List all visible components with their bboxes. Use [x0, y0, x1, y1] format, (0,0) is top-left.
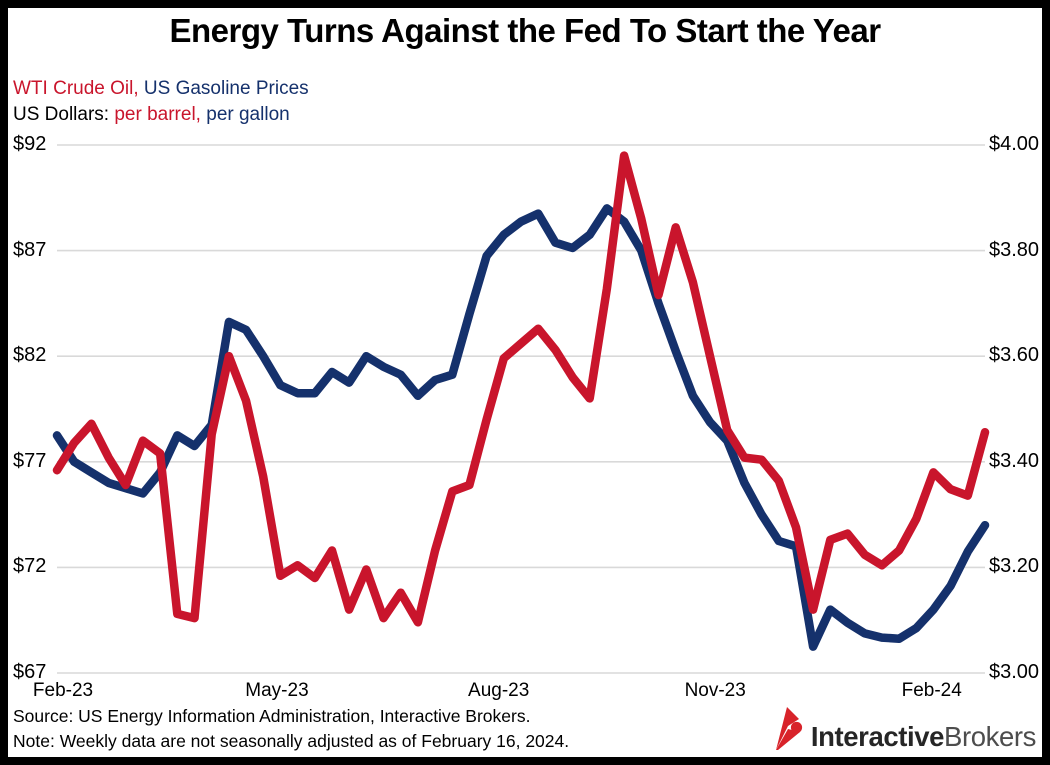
x-axis-tick: Nov-23	[684, 680, 746, 701]
y-axis-tick-left: $87	[13, 238, 47, 261]
legend-text-run: US Dollars:	[13, 104, 115, 125]
legend-line-series: WTI Crude Oil, US Gasoline Prices	[13, 78, 309, 100]
y-axis-tick-right: $3.60	[989, 344, 1040, 367]
y-axis-tick-left: $77	[13, 449, 47, 472]
legend-line-units: US Dollars: per barrel, per gallon	[13, 104, 290, 126]
y-axis-tick-right: $3.80	[989, 238, 1040, 261]
x-axis-tick: Feb-23	[32, 680, 94, 701]
y-axis-tick-left: $82	[13, 344, 47, 367]
page-title: Energy Turns Against the Fed To Start th…	[169, 12, 881, 49]
legend-text-run: per barrel,	[114, 104, 201, 125]
interactive-brokers-icon	[775, 707, 802, 750]
note-text: Note: Weekly data are not seasonally adj…	[13, 731, 570, 751]
x-axis-tick: May-23	[245, 680, 309, 701]
interactive-brokers-logo: InteractiveBrokers	[773, 706, 1036, 752]
source-text: Source: US Energy Information Administra…	[13, 706, 531, 726]
y-axis-tick-left: $67	[13, 661, 47, 683]
series-line-wti-crude-oil	[52, 151, 990, 627]
y-axis-tick-right: $3.20	[989, 555, 1040, 578]
legend-text-run: WTI Crude Oil,	[13, 78, 139, 99]
y-axis-tick-right: $4.00	[989, 133, 1040, 155]
y-axis-tick-right: $3.40	[989, 449, 1040, 472]
x-axis-tick: Feb-24	[901, 680, 962, 701]
interactive-brokers-wordmark: InteractiveBrokers	[810, 720, 1037, 753]
y-axis-tick-left: $92	[13, 133, 47, 155]
x-axis-tick: Aug-23	[468, 680, 530, 701]
y-axis-tick-left: $72	[13, 555, 47, 578]
logo-word-brokers: Brokers	[944, 720, 1036, 752]
y-axis-tick-right: $3.00	[989, 661, 1040, 683]
legend-text-run: US Gasoline Prices	[138, 78, 309, 99]
logo-word-interactive: Interactive	[810, 720, 945, 752]
legend-text-run: per gallon	[200, 104, 290, 125]
